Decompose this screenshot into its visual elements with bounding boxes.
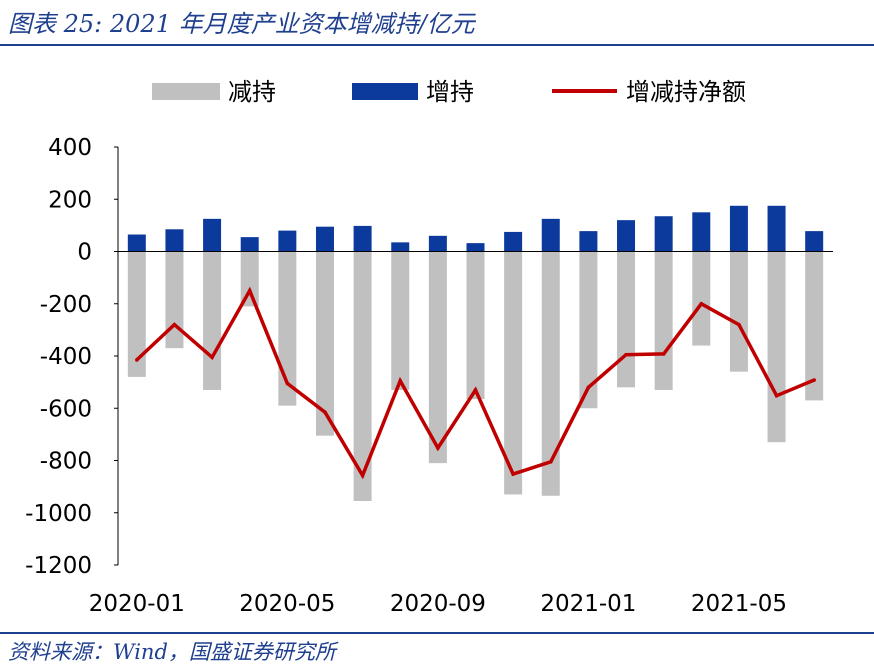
x-axis: 2020-01 2020-05 2020-09 2021-01 2021-05 — [89, 591, 787, 617]
y-tick-label: 200 — [48, 187, 92, 213]
net-point — [624, 352, 628, 357]
increase-bar — [127, 234, 146, 252]
source-note: 资料来源：Wind，国盛证券研究所 — [8, 640, 336, 664]
decrease-bar — [278, 251, 297, 406]
increase-bar — [692, 212, 711, 252]
legend-label-increase: 增持 — [426, 78, 474, 106]
legend-label-net: 增减持净额 — [626, 78, 746, 106]
y-tick-label: -800 — [40, 449, 92, 475]
net-point — [699, 301, 704, 306]
net-point — [398, 379, 403, 383]
x-tick-label: 2021-05 — [691, 591, 787, 617]
increase-bar — [541, 218, 560, 252]
net-point — [360, 473, 365, 478]
increase-bar — [315, 226, 334, 252]
y-tick-label: 0 — [77, 240, 92, 266]
y-tick-label: -600 — [40, 396, 92, 422]
decrease-bar — [466, 251, 485, 400]
net-point — [737, 322, 741, 327]
net-point — [511, 472, 515, 476]
decrease-bar — [504, 251, 523, 495]
increase-bar — [203, 218, 222, 252]
increase-bar — [805, 231, 824, 252]
footer-divider — [0, 632, 874, 634]
y-tick-label: -400 — [40, 344, 92, 370]
x-tick-label: 2020-09 — [390, 591, 486, 617]
increase-bar — [654, 216, 673, 252]
increase-bar — [729, 205, 748, 252]
decrease-bar — [617, 251, 636, 388]
decrease-bar — [353, 251, 372, 501]
net-point — [586, 385, 591, 390]
net-point — [436, 446, 440, 450]
legend: 减持 增持 增减持净额 — [152, 78, 746, 106]
increase-bar — [466, 243, 485, 252]
increase-bar — [353, 225, 372, 252]
increase-bar — [391, 242, 410, 252]
increase-bar — [579, 231, 598, 252]
net-point — [210, 355, 214, 360]
decrease-bar — [203, 251, 222, 390]
decrease-bar — [127, 251, 146, 377]
net-point — [812, 378, 816, 382]
increase-bars — [127, 205, 824, 252]
decrease-bar — [654, 251, 673, 390]
decrease-bar — [391, 251, 410, 390]
increase-bar — [504, 231, 523, 252]
header-divider — [0, 44, 874, 46]
net-line-group — [135, 286, 816, 480]
increase-bar — [617, 220, 636, 252]
x-tick-label: 2021-01 — [540, 591, 636, 617]
increase-bar — [428, 235, 447, 252]
decrease-bar — [692, 251, 711, 346]
increase-bar — [767, 205, 786, 252]
net-point — [548, 460, 553, 464]
chart: 减持 增持 增减持净额 400 200 0 -200 -400 -600 -800 -1000 -1… — [25, 78, 833, 617]
net-point — [661, 352, 666, 356]
decrease-bar — [428, 251, 447, 464]
increase-bar — [240, 237, 259, 252]
legend-swatch-increase — [352, 83, 418, 100]
x-tick-label: 2020-05 — [239, 591, 335, 617]
increase-bar — [165, 229, 184, 252]
y-axis: 400 200 0 -200 -400 -600 -800 -1000 -1200 — [25, 135, 119, 579]
net-point — [172, 322, 177, 327]
chart-title: 图表 25: 2021 年月度产业资本增减持/亿元 — [8, 10, 475, 38]
y-tick-label: -1200 — [25, 553, 92, 579]
decrease-bar — [541, 251, 560, 496]
decrease-bar — [240, 251, 259, 307]
decrease-bar — [805, 251, 824, 401]
net-point — [774, 393, 779, 398]
decrease-bar — [729, 251, 748, 372]
y-tick-label: -200 — [40, 292, 92, 318]
net-point — [285, 381, 290, 386]
decrease-bar — [315, 251, 334, 436]
net-point — [323, 410, 327, 414]
decrease-bar — [767, 251, 786, 443]
decrease-bar — [165, 251, 184, 349]
decrease-bars — [127, 251, 824, 501]
net-point — [135, 358, 139, 362]
y-tick-label: 400 — [48, 135, 92, 161]
x-tick-label: 2020-01 — [89, 591, 185, 617]
net-point — [247, 288, 252, 293]
legend-label-decrease: 减持 — [228, 78, 276, 106]
net-point — [473, 388, 478, 392]
y-tick-label: -1000 — [25, 501, 92, 527]
increase-bar — [278, 230, 297, 252]
decrease-bar — [579, 251, 598, 409]
legend-swatch-decrease — [152, 83, 220, 100]
